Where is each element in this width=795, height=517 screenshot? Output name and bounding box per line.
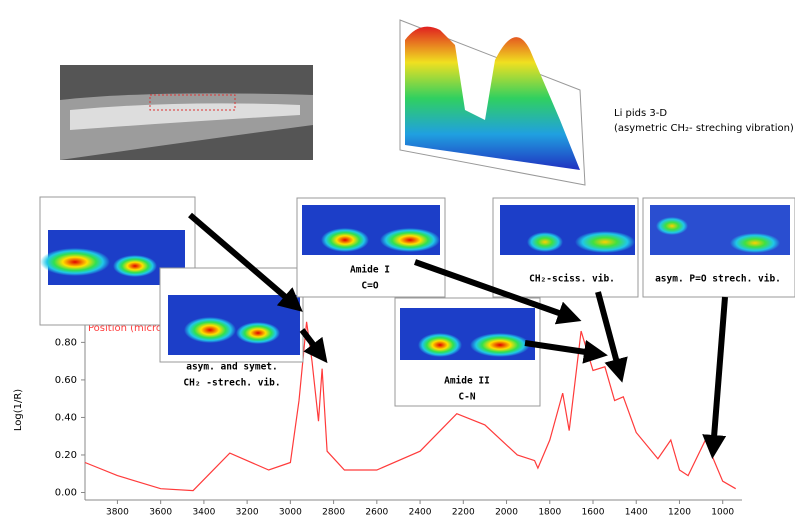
y-tick-label: 0.20 [55,450,77,461]
annotation: (asymetric CH₂- streching vibration) [614,123,794,134]
x-tick-label: 1000 [711,508,734,517]
heatmap-panel [296,197,446,298]
x-tick-label: 3400 [192,508,215,517]
y-tick-label: 0.40 [55,412,77,423]
x-tick-label: 2000 [495,508,518,517]
x-tick-label: 2600 [365,508,388,517]
annotation: Li pids 3-D [614,108,667,119]
y-axis-label: Log(1/R) [13,389,24,431]
x-tick-label: 2400 [409,508,432,517]
heatmap-panel [394,297,541,407]
annotation: CH₂-sciss. vib. [529,274,615,285]
x-tick-label: 1200 [668,508,691,517]
annotation: C=O [361,281,378,292]
spectrum-line [84,321,736,492]
heatmap-panel [39,196,196,326]
x-tick-label: 1400 [625,508,648,517]
x-tick-label: 3800 [106,508,129,517]
annotation: Amide I [350,265,390,276]
x-tick-label: 1600 [582,508,605,517]
x-tick-label: 3000 [279,508,302,517]
y-tick-label: 0.80 [55,337,77,348]
x-tick-label: 3600 [149,508,172,517]
heatmap-panel [159,267,304,363]
heatmap-panel [642,197,795,298]
y-tick-label: 0.60 [55,375,77,386]
microscope-image [42,65,313,160]
heatmap-panel [492,197,639,298]
x-tick-label: 1800 [538,508,561,517]
x-tick-label: 2200 [452,508,475,517]
annotation: asym. and symet. [186,362,278,373]
surface-3d [399,19,586,186]
x-tick-label: 2800 [322,508,345,517]
annotation: Amide II [444,376,490,387]
annotation: C-N [458,392,475,403]
annotation: asym. P=O strech. vib. [655,274,781,285]
plot-area: Log(1/R) Position (micro 0.00 0.20 0.40 0.6… [13,318,742,517]
arrows [188,212,728,459]
x-tick-label: 3200 [236,508,259,517]
annotation: CH₂ -strech. vib. [183,378,280,389]
y-tick-label: 0.00 [55,487,77,498]
axis-label-fragment: Position (micro [88,323,162,334]
